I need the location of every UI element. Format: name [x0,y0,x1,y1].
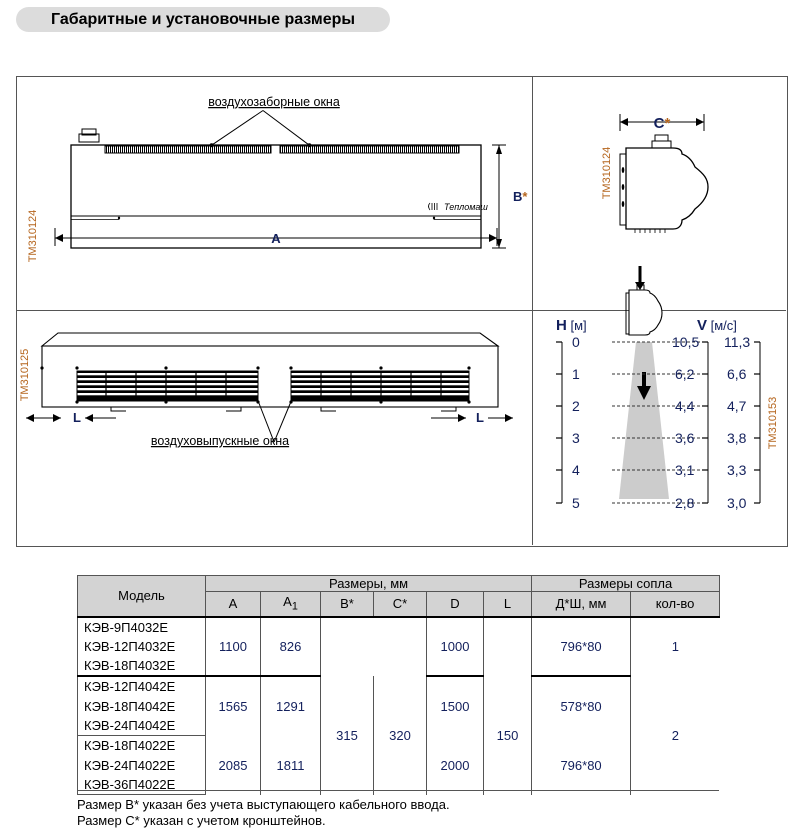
svg-text:6,6: 6,6 [727,366,747,382]
svg-text:TM310153: TM310153 [767,397,779,450]
svg-text:TM310125: TM310125 [19,349,31,402]
svg-text:воздухозаборные окна: воздухозаборные окна [208,95,340,109]
svg-text:3,1: 3,1 [675,462,695,478]
svg-text:3,3: 3,3 [727,462,747,478]
svg-text:H [м]: H [м] [556,317,587,334]
svg-text:A: A [271,231,281,246]
svg-text:3: 3 [572,430,580,446]
svg-text:10,5: 10,5 [672,334,699,350]
svg-text:2,8: 2,8 [675,495,695,511]
svg-text:C*: C* [654,115,671,132]
svg-text:TM310124: TM310124 [601,147,613,200]
svg-text:6,2: 6,2 [675,366,695,382]
svg-text:3,0: 3,0 [727,495,747,511]
svg-text:11,3: 11,3 [724,334,750,350]
svg-text:V [м/с]: V [м/с] [697,317,737,334]
svg-text:L: L [476,410,484,425]
svg-text:0: 0 [572,334,580,350]
svg-text:воздуховыпускные окна: воздуховыпускные окна [151,434,289,448]
svg-text:2: 2 [572,398,580,414]
svg-text:B*: B* [513,189,528,204]
svg-text:3,6: 3,6 [675,430,695,446]
svg-text:Тепломаш: Тепломаш [444,202,488,212]
svg-text:4,7: 4,7 [727,398,747,414]
svg-text:1: 1 [572,366,580,382]
svg-text:3,8: 3,8 [727,430,747,446]
svg-text:4: 4 [572,462,580,478]
svg-text:L: L [73,410,81,425]
svg-text:5: 5 [572,495,580,511]
svg-text:TM310124: TM310124 [27,210,39,263]
svg-text:4,4: 4,4 [675,398,695,414]
